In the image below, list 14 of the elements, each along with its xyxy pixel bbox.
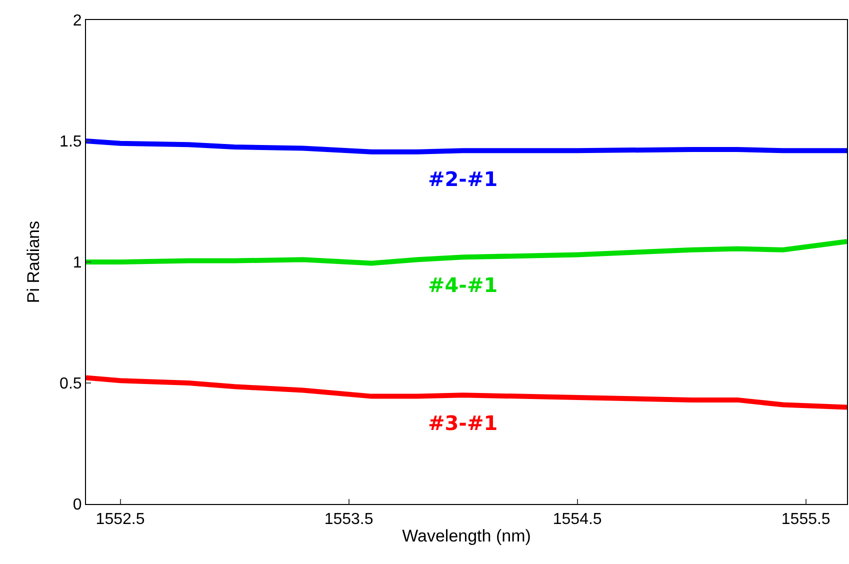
x-tick-label: 1555.5 (781, 511, 830, 528)
y-axis-title: Pi Radians (24, 220, 44, 304)
y-tick-label: 0.5 (60, 376, 82, 393)
series-label: #4-#1 (428, 273, 498, 297)
x-tick-label: 1553.5 (324, 511, 374, 528)
series-label: #2-#1 (428, 167, 498, 191)
y-tick-label: 2 (72, 12, 82, 30)
y-tick-label: 1 (72, 254, 82, 272)
y-tick-label: 0 (72, 496, 82, 514)
x-tick-label: 1552.5 (96, 511, 145, 528)
x-axis-title: Wavelength (nm) (402, 526, 531, 546)
series-label: #3-#1 (428, 411, 498, 435)
x-tick-label: 1554.5 (552, 511, 602, 528)
y-tick-label: 1.5 (60, 134, 82, 151)
